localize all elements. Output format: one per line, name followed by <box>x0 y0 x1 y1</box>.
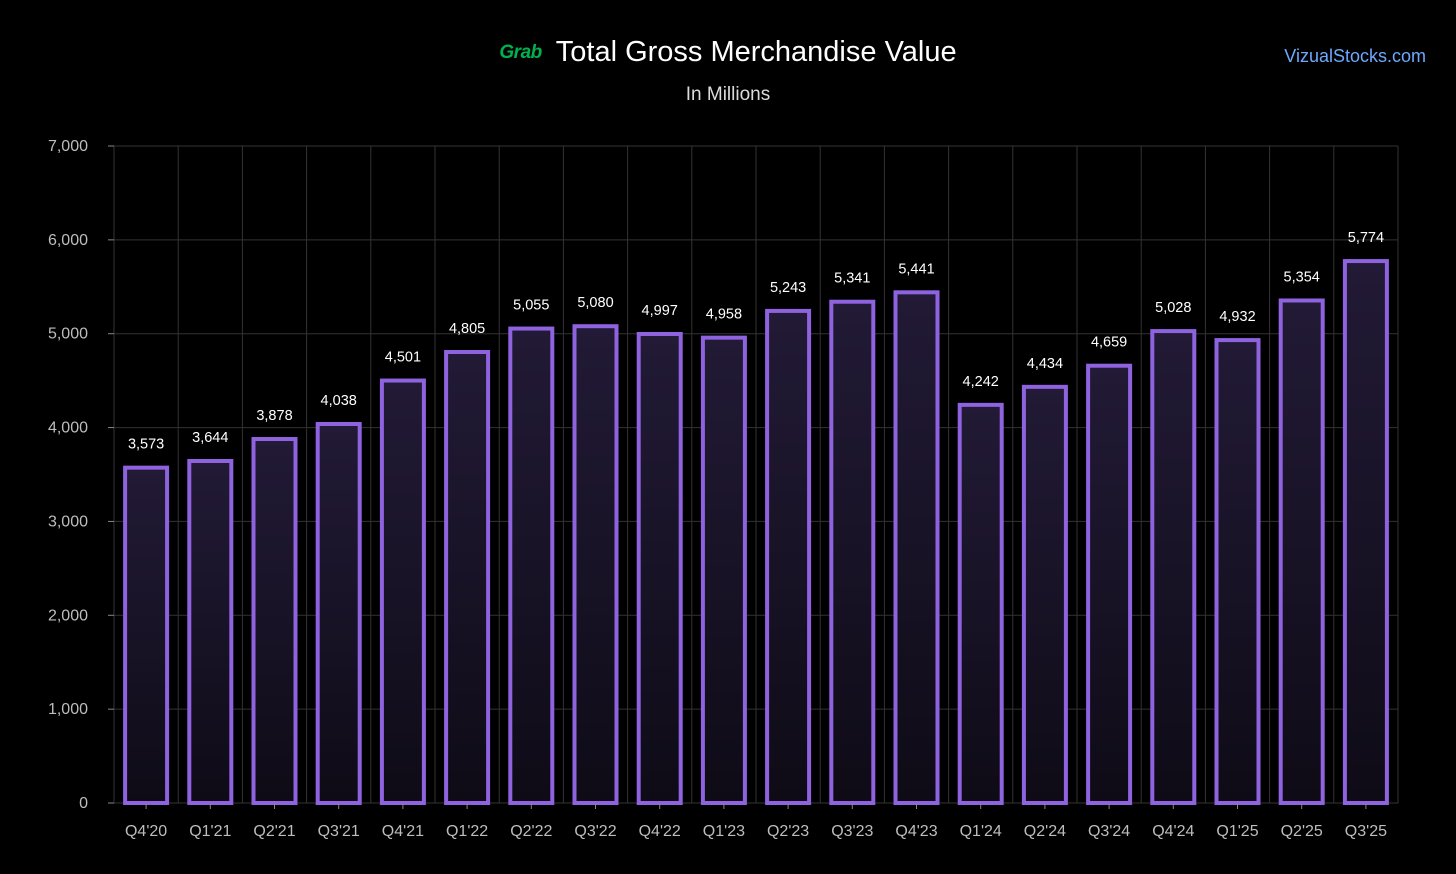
x-tick-label: Q4'23 <box>895 823 937 840</box>
bar[interactable] <box>1342 259 1389 805</box>
y-tick-label: 1,000 <box>48 701 88 718</box>
data-label: 5,354 <box>1284 269 1320 285</box>
data-label: 4,501 <box>385 350 421 366</box>
grab-logo-icon: Grab <box>499 41 542 63</box>
x-tick-label: Q2'23 <box>767 823 809 840</box>
x-tick-label: Q4'20 <box>125 823 167 840</box>
data-label: 5,028 <box>1155 300 1191 316</box>
title-row: Grab Total Gross Merchandise Value <box>0 36 1456 69</box>
y-axis-ticks: 0 1,000 2,000 3,000 4,000 5,000 6,000 7,000 <box>48 138 114 812</box>
bar[interactable] <box>1214 338 1261 805</box>
grid-lines <box>113 145 1399 804</box>
data-labels: 3,573 3,644 3,878 4,038 4,501 4,805 5,055 5,080… <box>128 230 1384 453</box>
x-tick-label: Q2'22 <box>510 823 552 840</box>
x-tick-label: Q3'25 <box>1345 823 1387 840</box>
data-label: 3,573 <box>128 437 164 453</box>
bar[interactable] <box>508 326 555 805</box>
x-tick-label: Q2'24 <box>1024 823 1066 840</box>
x-tick-label: Q4'21 <box>382 823 424 840</box>
data-label: 5,080 <box>577 295 613 311</box>
x-tick-label: Q1'24 <box>960 823 1002 840</box>
y-tick-label: 2,000 <box>48 607 88 624</box>
data-label: 3,878 <box>256 408 292 424</box>
bar[interactable] <box>315 422 362 805</box>
data-label: 5,341 <box>834 271 870 287</box>
data-label: 5,774 <box>1348 230 1384 246</box>
x-tick-label: Q2'21 <box>253 823 295 840</box>
bar[interactable] <box>379 378 426 805</box>
data-label: 4,958 <box>706 307 742 323</box>
bar[interactable] <box>1021 384 1068 805</box>
bar[interactable] <box>1278 298 1325 805</box>
y-tick-label: 7,000 <box>48 138 88 155</box>
chart-title: Total Gross Merchandise Value <box>555 36 957 68</box>
bar[interactable] <box>829 299 876 805</box>
y-tick-label: 0 <box>79 795 88 812</box>
bar[interactable] <box>572 324 619 805</box>
data-label: 3,644 <box>192 430 228 446</box>
x-tick-label: Q4'22 <box>639 823 681 840</box>
y-tick-label: 3,000 <box>48 513 88 530</box>
x-tick-label: Q1'22 <box>446 823 488 840</box>
x-tick-label: Q3'21 <box>318 823 360 840</box>
y-tick-label: 6,000 <box>48 232 88 249</box>
x-tick-label: Q1'21 <box>189 823 231 840</box>
bar[interactable] <box>1150 329 1197 805</box>
y-tick-label: 5,000 <box>48 326 88 343</box>
x-tick-label: Q3'23 <box>831 823 873 840</box>
x-tick-label: Q3'24 <box>1088 823 1130 840</box>
x-tick-label: Q2'25 <box>1281 823 1323 840</box>
data-label: 5,055 <box>513 298 549 314</box>
watermark-link[interactable]: VizualStocks.com <box>1284 46 1426 66</box>
y-tick-label: 4,000 <box>48 420 88 437</box>
x-tick-label: Q1'25 <box>1216 823 1258 840</box>
bar[interactable] <box>187 458 234 805</box>
chart-header: Grab Total Gross Merchandise Value In Mi… <box>0 0 1456 120</box>
bar[interactable] <box>700 335 747 805</box>
bar[interactable] <box>251 437 298 805</box>
bar[interactable] <box>123 465 170 805</box>
data-label: 4,659 <box>1091 335 1127 351</box>
data-label: 4,242 <box>963 374 999 390</box>
bar[interactable] <box>765 308 812 805</box>
bars <box>123 259 1389 805</box>
bar[interactable] <box>957 402 1004 805</box>
data-label: 4,434 <box>1027 356 1063 372</box>
data-label: 4,932 <box>1219 309 1255 325</box>
bar[interactable] <box>893 290 940 805</box>
data-label: 4,038 <box>321 393 357 409</box>
chart-subtitle: In Millions <box>685 84 771 105</box>
bar[interactable] <box>1086 363 1133 805</box>
bar[interactable] <box>636 331 683 805</box>
x-tick-label: Q4'24 <box>1152 823 1194 840</box>
bar[interactable] <box>444 350 491 805</box>
data-label: 4,805 <box>449 321 485 337</box>
data-label: 4,997 <box>642 303 678 319</box>
data-label: 5,441 <box>898 261 934 277</box>
x-tick-label: Q3'22 <box>574 823 616 840</box>
x-tick-label: Q1'23 <box>703 823 745 840</box>
data-label: 5,243 <box>770 280 806 296</box>
x-axis-ticks: Q4'20 Q1'21 Q2'21 Q3'21 Q4'21 Q1'22 Q2'22 Q3'22… <box>125 803 1387 840</box>
